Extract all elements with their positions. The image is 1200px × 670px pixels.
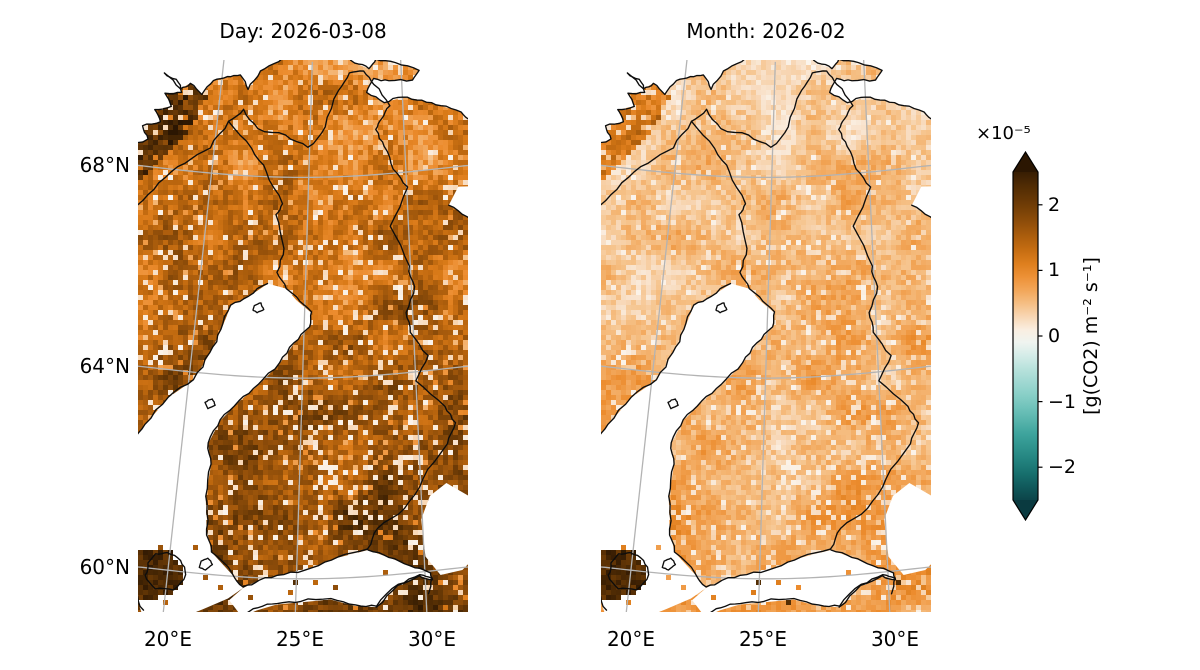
colorbar-tick-label: 2 (1048, 193, 1061, 216)
x-tick-label: 30°E (407, 627, 457, 651)
y-tick-label: 60°N (79, 554, 130, 579)
colorbar-tick-label: 1 (1048, 259, 1061, 282)
x-tick-label: 20°E (143, 627, 193, 651)
colorbar-offset-text: ×10⁻⁵ (976, 123, 1031, 144)
colorbar-axis-label: [g(CO2) m⁻² s⁻¹] (1080, 257, 1102, 415)
colorbar-tick-label: 0 (1048, 325, 1061, 347)
colorbar-tick-label: −1 (1048, 390, 1077, 413)
colorbar-tick-label: −2 (1048, 456, 1077, 479)
x-tick-label: 25°E (738, 627, 788, 651)
panel-title-month: Month: 2026-02 (686, 19, 846, 43)
map-canvas-day (138, 60, 468, 612)
map-canvas-month (601, 60, 931, 612)
colorbar-canvas (1005, 142, 1065, 542)
y-tick-label: 68°N (79, 153, 130, 178)
x-tick-label: 30°E (870, 627, 920, 651)
y-tick-label: 64°N (79, 354, 130, 379)
x-tick-label: 25°E (275, 627, 325, 651)
panel-title-day: Day: 2026-03-08 (219, 19, 387, 43)
x-tick-label: 20°E (606, 627, 656, 651)
